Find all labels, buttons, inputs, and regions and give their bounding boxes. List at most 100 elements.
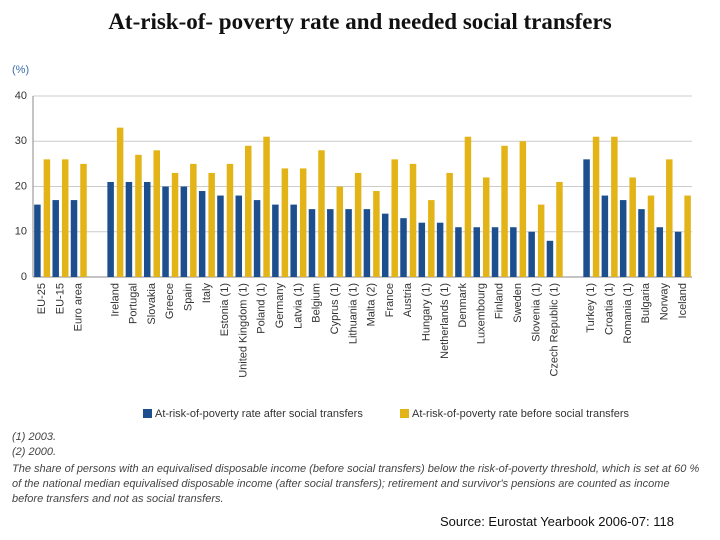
- legend-swatch: [143, 409, 152, 418]
- source: Source: Eurostat Yearbook 2006-07: 118: [440, 514, 674, 529]
- bar: [52, 200, 59, 277]
- bar: [436, 222, 444, 277]
- footnote: (1) 2003.: [12, 431, 57, 443]
- bar: [135, 154, 142, 277]
- x-tick-label: Croatia (1): [604, 283, 616, 335]
- bar: [125, 181, 133, 277]
- bar: [619, 200, 627, 277]
- x-tick-label: Malta (2): [366, 283, 378, 326]
- x-tick-label: Czech Republic (1): [549, 283, 561, 377]
- x-tick-label: Iceland: [677, 283, 689, 318]
- x-tick-label: Lithuania (1): [347, 283, 359, 344]
- bar: [455, 227, 462, 277]
- x-tick-label: United Kingdom (1): [237, 283, 249, 378]
- x-tick-label: Denmark: [457, 283, 469, 328]
- x-tick-label: Spain: [183, 283, 195, 311]
- bar: [482, 177, 490, 277]
- bar: [418, 222, 426, 277]
- x-tick-label: Romania (1): [622, 283, 634, 344]
- x-tick-label: France: [384, 283, 396, 317]
- x-tick-label: Euro area: [73, 282, 85, 331]
- x-tick-label: Poland (1): [256, 283, 268, 334]
- legend-swatch: [400, 409, 409, 418]
- bar: [647, 195, 655, 277]
- chart-title: At-risk-of- poverty rate and needed soci…: [108, 9, 612, 34]
- x-tick-label: Latvia (1): [292, 283, 304, 329]
- bar: [363, 209, 371, 277]
- bar: [299, 168, 307, 277]
- bar: [583, 159, 590, 277]
- x-tick-label: EU-15: [54, 283, 66, 314]
- bar: [345, 209, 352, 277]
- bar: [43, 159, 51, 277]
- bar: [391, 159, 398, 277]
- bar: [217, 195, 224, 277]
- bar: [190, 163, 197, 277]
- y-tick-label: 20: [15, 180, 27, 192]
- bar: [34, 204, 41, 277]
- x-tick-label: EU-25: [36, 283, 48, 314]
- bar: [629, 177, 636, 277]
- bar: [501, 145, 508, 277]
- x-tick-label: Bulgaria: [640, 282, 652, 323]
- bar: [592, 136, 600, 277]
- bar: [409, 163, 417, 277]
- x-tick-label: Ireland: [109, 283, 121, 317]
- x-tick-label: Hungary (1): [420, 283, 432, 341]
- bar: [684, 195, 691, 277]
- bar: [318, 150, 325, 277]
- bar: [327, 209, 334, 277]
- x-tick-label: Cyprus (1): [329, 283, 341, 334]
- bar: [601, 195, 609, 277]
- bar: [263, 136, 270, 277]
- x-tick-label: Slovakia: [146, 282, 158, 324]
- x-tick-label: Austria: [402, 282, 414, 317]
- bar: [666, 159, 673, 277]
- bar: [80, 163, 87, 277]
- bar: [464, 136, 472, 277]
- x-tick-label: Sweden: [512, 283, 524, 323]
- bar: [198, 191, 206, 277]
- bar: [162, 186, 169, 277]
- bar: [638, 209, 645, 277]
- bar: [400, 218, 407, 277]
- bar: [373, 191, 380, 277]
- x-tick-label: Germany: [274, 283, 286, 329]
- y-tick-label: 40: [15, 90, 27, 102]
- footnote: (2) 2000.: [12, 446, 57, 458]
- bar: [281, 168, 289, 277]
- bar: [153, 150, 160, 277]
- bar: [446, 172, 453, 277]
- bar: [70, 200, 78, 277]
- bar: [308, 209, 316, 277]
- legend-label: At-risk-of-poverty rate before social tr…: [412, 408, 630, 420]
- x-tick-label: Turkey (1): [585, 283, 597, 333]
- bar: [556, 181, 563, 277]
- bar: [428, 200, 435, 277]
- bar: [226, 163, 234, 277]
- bar: [253, 200, 261, 277]
- bar: [171, 172, 179, 277]
- bar: [674, 231, 682, 277]
- bar: [473, 227, 480, 277]
- bar: [235, 195, 243, 277]
- y-tick-label: 10: [15, 226, 27, 238]
- bar: [510, 227, 517, 277]
- bar: [519, 141, 527, 277]
- bar: [656, 227, 664, 277]
- bar: [290, 204, 297, 277]
- bar: [354, 172, 362, 277]
- bar: [528, 231, 535, 277]
- y-axis-label: (%): [12, 64, 29, 76]
- definition-note: The share of persons with an equivalised…: [12, 463, 700, 505]
- bar: [611, 136, 618, 277]
- x-tick-label: Portugal: [128, 283, 140, 324]
- x-tick-label: Italy: [201, 283, 213, 304]
- bar: [546, 240, 554, 277]
- bar: [336, 186, 344, 277]
- bar: [381, 213, 389, 277]
- x-tick-label: Norway: [658, 283, 670, 321]
- bar: [537, 204, 545, 277]
